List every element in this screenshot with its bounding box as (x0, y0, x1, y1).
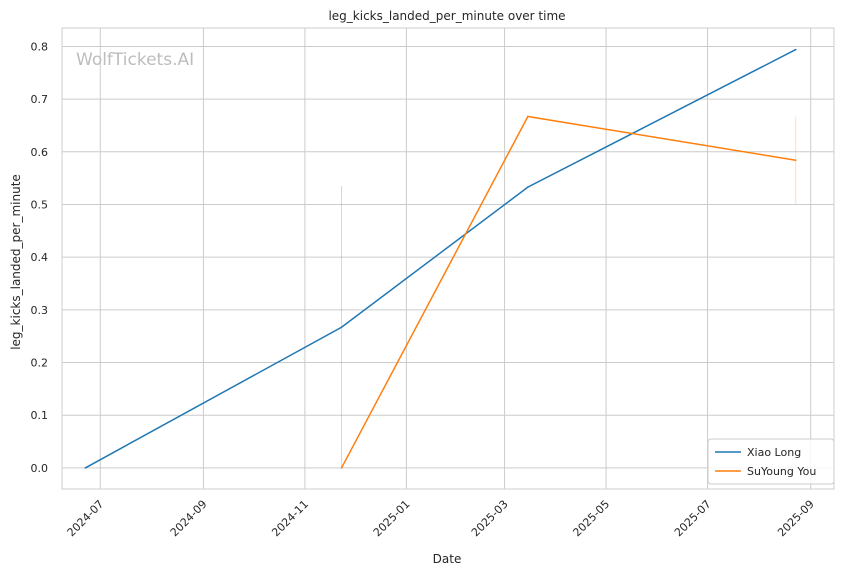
series-line-0 (84, 48, 797, 469)
data-point (340, 467, 343, 469)
gridlines (62, 28, 834, 489)
data-point (527, 115, 529, 118)
data-point (794, 159, 797, 162)
y-tick-label: 0.6 (31, 146, 49, 159)
data-point (527, 186, 529, 188)
plot-frame (61, 27, 835, 490)
legend-box (707, 438, 835, 485)
series-lines (84, 48, 797, 469)
x-axis-label: Date (433, 552, 462, 566)
legend: Xiao Long SuYoung You (707, 438, 835, 485)
watermark-text: WolfTickets.AI (76, 50, 194, 70)
data-point (794, 48, 797, 51)
y-tick-label: 0.3 (31, 304, 49, 317)
y-tick-label: 0.8 (31, 40, 49, 53)
legend-label-xiao-long: Xiao Long (747, 446, 801, 459)
chart-title: leg_kicks_landed_per_minute over time (328, 9, 565, 23)
y-tick-label: 0.5 (31, 198, 49, 211)
y-tick-label: 0.4 (31, 251, 49, 264)
y-axis-label: leg_kicks_landed_per_minute (9, 174, 23, 350)
data-point (340, 326, 343, 329)
y-tick-label: 0.1 (31, 409, 49, 422)
y-tick-label: 0.0 (31, 462, 49, 475)
legend-label-suyoung-you: SuYoung You (747, 465, 816, 478)
y-tick-label: 0.2 (31, 357, 49, 370)
data-point (84, 467, 87, 469)
y-tick-label: 0.7 (31, 93, 49, 106)
